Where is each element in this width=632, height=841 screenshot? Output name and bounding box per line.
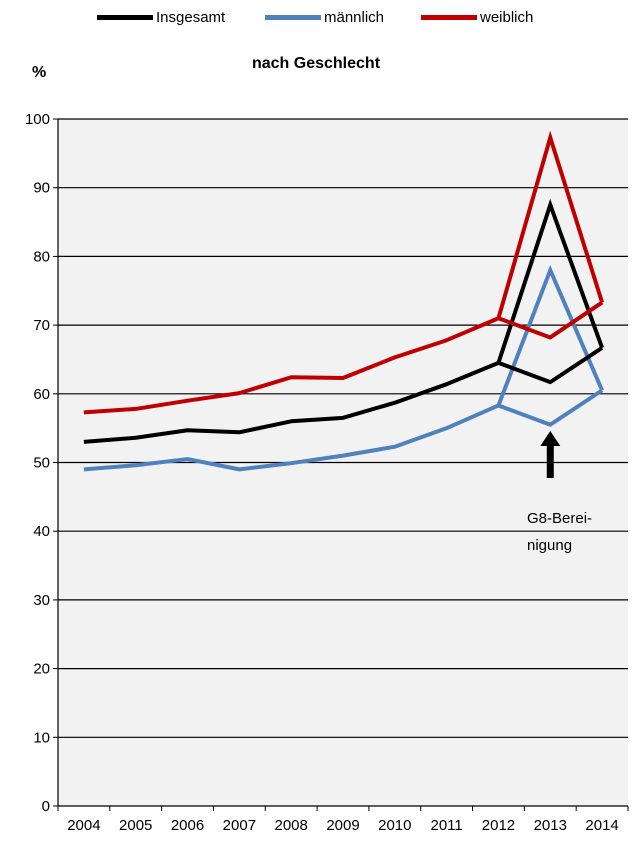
g8-arrow-shaft — [546, 443, 554, 478]
x-tick-label: 2013 — [534, 817, 567, 834]
x-tick-label: 2009 — [326, 817, 359, 834]
x-tick-label: 2004 — [67, 817, 100, 834]
series-line-g8-weiblich — [496, 130, 604, 319]
legend-swatch-maennlich — [265, 14, 321, 20]
y-axis-unit-label: % — [32, 64, 47, 81]
y-tick-label: 100 — [25, 111, 50, 128]
y-tick-label: 0 — [42, 798, 50, 815]
legend-item-weiblich: weiblich — [421, 6, 533, 28]
x-tick-label: 2008 — [274, 817, 307, 834]
y-tick-label: 20 — [33, 661, 50, 678]
y-tick-label: 80 — [33, 248, 50, 265]
legend-swatch-insgesamt — [97, 14, 153, 20]
y-tick-label: 50 — [33, 455, 50, 472]
series-line-weiblich — [83, 300, 604, 415]
legend-label-maennlich: männlich — [324, 8, 385, 26]
x-tick-label: 2005 — [119, 817, 152, 834]
series-line-Insgesamt — [83, 346, 604, 444]
legend: Insgesamt männlich weiblich — [0, 6, 632, 28]
legend-swatch-weiblich — [421, 14, 477, 20]
x-tick-label: 2006 — [171, 817, 204, 834]
y-tick-label: 10 — [33, 729, 50, 746]
g8-annotation-line2: nigung — [527, 537, 573, 554]
x-tick-label: 2014 — [585, 817, 618, 834]
y-tick-label: 60 — [33, 386, 50, 403]
legend-item-maennlich: männlich — [265, 6, 384, 28]
y-tick-label: 30 — [33, 592, 50, 609]
y-tick-label: 40 — [33, 523, 50, 540]
series-line-g8-männlich — [496, 264, 604, 407]
x-tick-label: 2012 — [482, 817, 515, 834]
series-line-g8-Insgesamt — [496, 198, 604, 364]
g8-annotation: G8-Berei- nigung — [527, 505, 607, 559]
legend-item-insgesamt: Insgesamt — [97, 6, 225, 28]
g8-arrow-head — [540, 431, 561, 446]
y-tick-label: 70 — [33, 317, 50, 334]
legend-label-insgesamt: Insgesamt — [156, 8, 226, 26]
x-tick-label: 2007 — [223, 817, 256, 834]
x-tick-label: 2010 — [378, 817, 411, 834]
g8-annotation-line1: G8-Berei- — [527, 510, 593, 527]
legend-label-weiblich: weiblich — [480, 8, 534, 26]
y-tick-label: 90 — [33, 180, 50, 197]
series-line-männlich — [83, 388, 604, 472]
x-tick-label: 2011 — [431, 817, 463, 834]
chart-title: nach Geschlecht — [251, 55, 381, 72]
